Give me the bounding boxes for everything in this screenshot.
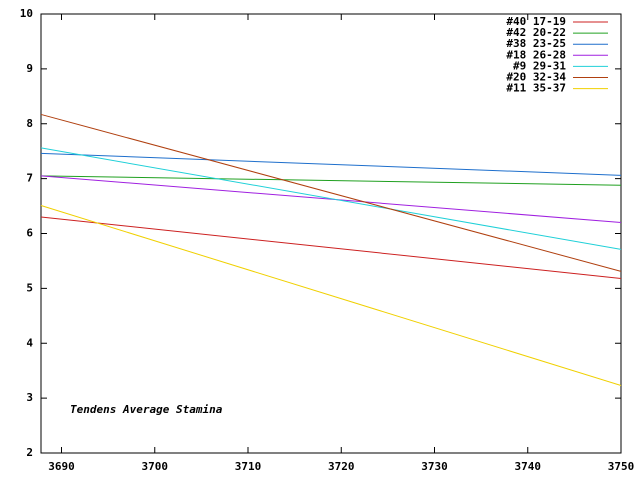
legend-label: #38 23-25 xyxy=(506,37,566,50)
y-tick-label: 2 xyxy=(26,446,33,459)
legend-label: #9 29-31 xyxy=(513,59,566,72)
x-tick-label: 3750 xyxy=(608,460,635,473)
y-tick-label: 3 xyxy=(26,391,33,404)
legend-label: #11 35-37 xyxy=(506,82,566,95)
y-tick-label: 9 xyxy=(26,62,33,75)
x-tick-label: 3710 xyxy=(235,460,262,473)
x-tick-label: 3740 xyxy=(515,460,542,473)
series-line xyxy=(40,216,622,279)
series-line xyxy=(40,113,622,272)
series-line xyxy=(40,175,622,224)
x-tick-label: 3700 xyxy=(142,460,169,473)
y-tick-label: 6 xyxy=(26,227,33,240)
series-line xyxy=(40,152,622,176)
series-line xyxy=(40,175,622,186)
legend-label: #42 20-22 xyxy=(506,26,566,39)
series-line xyxy=(40,147,622,250)
series-line xyxy=(40,205,622,386)
x-tick-label: 3730 xyxy=(421,460,448,473)
y-tick-label: 4 xyxy=(26,336,33,349)
legend-label: #20 32-34 xyxy=(506,71,566,84)
legend-label: #18 26-28 xyxy=(506,48,566,61)
y-tick-label: 10 xyxy=(20,7,33,20)
y-tick-label: 7 xyxy=(26,172,33,185)
y-tick-label: 5 xyxy=(26,281,33,294)
x-tick-label: 3690 xyxy=(48,460,75,473)
legend-label: #40 17-19 xyxy=(506,15,566,28)
x-tick-label: 3720 xyxy=(328,460,355,473)
y-tick-label: 8 xyxy=(26,117,33,130)
annotation: Tendens Average Stamina xyxy=(70,403,223,416)
